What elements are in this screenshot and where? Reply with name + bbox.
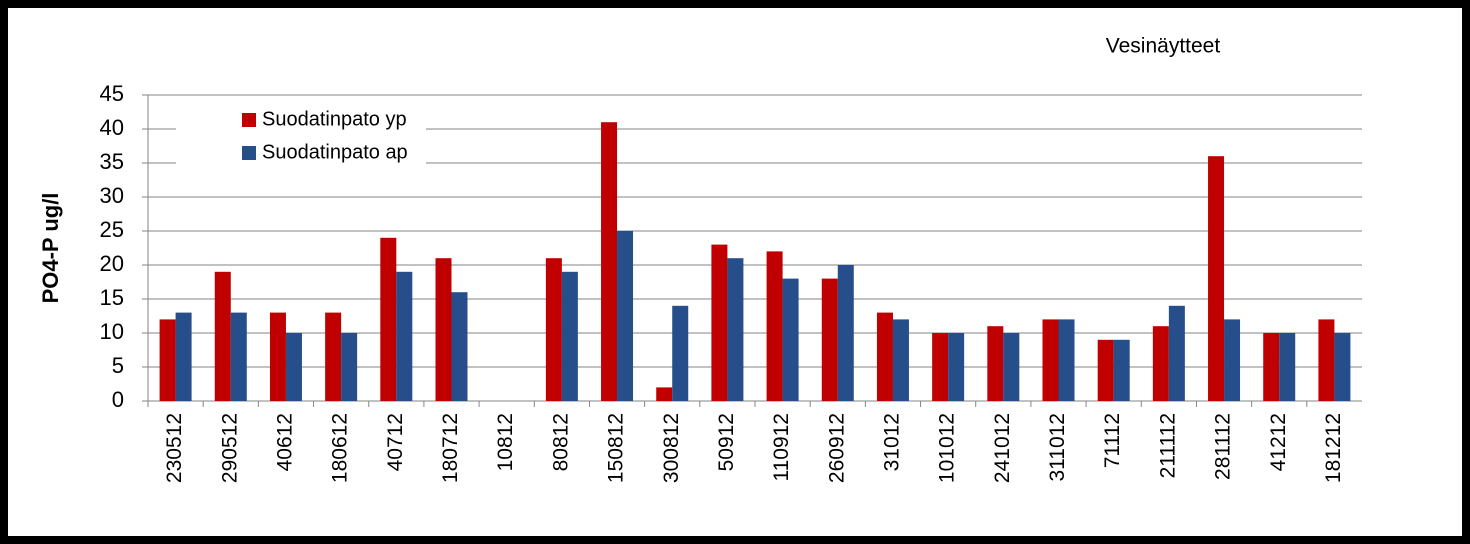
bar <box>821 278 838 401</box>
legend-box <box>176 104 426 170</box>
bar <box>711 244 728 401</box>
bar <box>1334 333 1351 401</box>
bar <box>932 333 949 401</box>
bar <box>617 231 634 401</box>
bar <box>175 312 192 401</box>
bar <box>656 387 673 401</box>
bar <box>545 258 562 401</box>
y-tick-label: 35 <box>100 149 124 174</box>
x-tick-label: 180612 <box>329 413 352 483</box>
bar <box>1113 339 1130 401</box>
x-tick-label: 241012 <box>991 413 1014 483</box>
y-tick-label: 10 <box>100 319 124 344</box>
y-tick-label: 15 <box>100 285 124 310</box>
bar <box>1224 319 1241 401</box>
y-tick-label: 5 <box>112 353 124 378</box>
legend-label: Suodatinpato yp <box>262 108 407 130</box>
bar <box>948 333 965 401</box>
bar <box>380 237 397 401</box>
x-tick-label: 41212 <box>1267 413 1290 471</box>
x-tick-label: 290512 <box>218 413 241 483</box>
x-tick-label: 281112 <box>1212 413 1235 480</box>
bar <box>1208 156 1225 401</box>
bar <box>1279 333 1296 401</box>
bar <box>672 305 689 401</box>
legend-swatch <box>242 146 256 160</box>
x-tick-label: 311012 <box>1046 413 1069 482</box>
bar <box>876 312 893 401</box>
x-tick-label: 300812 <box>660 413 683 483</box>
bar <box>214 271 231 401</box>
y-tick-label: 45 <box>100 81 124 106</box>
chart-title: Vesinäytteet <box>1106 35 1221 58</box>
y-tick-label: 25 <box>100 217 124 242</box>
bar <box>837 265 854 401</box>
x-tick-label: 260912 <box>825 413 848 483</box>
y-tick-label: 20 <box>100 251 124 276</box>
bar <box>727 258 744 401</box>
bar <box>341 333 358 401</box>
bar <box>230 312 247 401</box>
bar <box>325 312 342 401</box>
y-axis-label: PO4-P ug/l <box>38 193 63 304</box>
bar <box>1058 319 1075 401</box>
bar <box>435 258 452 401</box>
bar <box>451 292 468 401</box>
bar <box>1318 319 1335 401</box>
x-tick-label: 101012 <box>936 413 959 483</box>
x-tick-label: 50912 <box>715 413 738 471</box>
bar <box>1263 333 1280 401</box>
x-tick-label: 40712 <box>384 413 407 471</box>
bar <box>269 312 286 401</box>
bar <box>892 319 909 401</box>
bar <box>159 319 176 401</box>
bar <box>1152 326 1169 401</box>
legend-label: Suodatinpato ap <box>262 141 408 163</box>
x-tick-label: 10812 <box>494 413 517 471</box>
x-tick-label: 150812 <box>605 413 628 483</box>
bar <box>285 333 302 401</box>
x-tick-label: 71112 <box>1101 413 1124 468</box>
bar <box>396 271 413 401</box>
bar <box>1097 339 1114 401</box>
x-tick-label: 230512 <box>163 413 186 483</box>
x-tick-label: 31012 <box>881 413 904 471</box>
bar <box>766 251 783 401</box>
x-tick-label: 180712 <box>439 413 462 483</box>
x-tick-label: 110912 <box>770 413 793 482</box>
y-tick-label: 30 <box>100 183 124 208</box>
x-tick-label: 40612 <box>274 413 297 471</box>
bar <box>601 122 618 401</box>
y-tick-label: 0 <box>112 387 124 412</box>
x-tick-label: 181212 <box>1322 413 1345 483</box>
legend-swatch <box>242 113 256 127</box>
bar <box>1168 305 1185 401</box>
bar <box>782 278 799 401</box>
y-tick-label: 40 <box>100 115 124 140</box>
x-tick-label: 211112 <box>1156 413 1179 478</box>
x-tick-label: 80812 <box>549 413 572 471</box>
bar <box>1042 319 1059 401</box>
bar <box>987 326 1004 401</box>
bar <box>561 271 578 401</box>
bar <box>1003 333 1020 401</box>
